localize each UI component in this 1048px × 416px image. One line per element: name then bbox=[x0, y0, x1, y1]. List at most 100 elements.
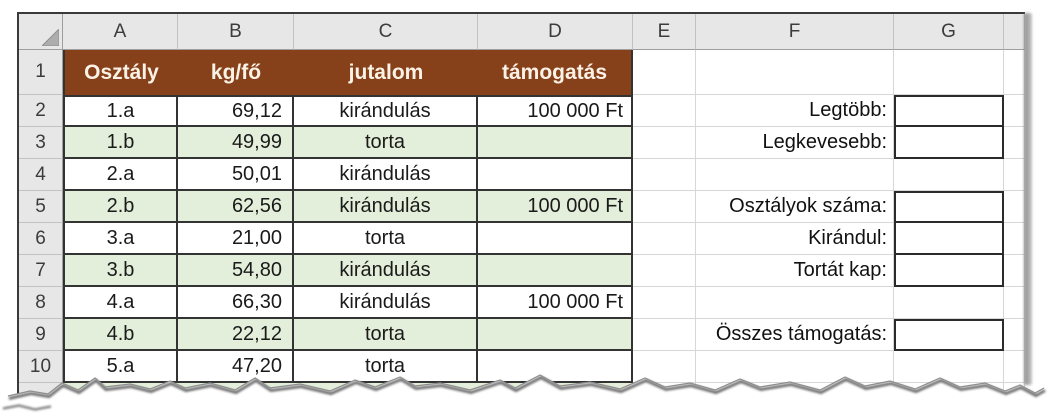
cell-E7[interactable] bbox=[633, 255, 696, 287]
cell-F10[interactable] bbox=[696, 351, 894, 383]
cell-B8[interactable]: 66,30 bbox=[178, 287, 294, 319]
cell-G8[interactable] bbox=[894, 287, 1004, 319]
cell-H5[interactable] bbox=[1004, 191, 1025, 223]
col-header-D[interactable]: D bbox=[478, 14, 633, 50]
row-header-2[interactable]: 2 bbox=[19, 95, 63, 127]
select-all-corner[interactable] bbox=[19, 14, 63, 50]
summary-label-osszes-tamogatas[interactable]: Összes támogatás: bbox=[696, 319, 894, 351]
cell-B2[interactable]: 69,12 bbox=[178, 95, 294, 127]
row-header-10[interactable]: 10 bbox=[19, 351, 63, 383]
cell-D6[interactable] bbox=[478, 223, 633, 255]
row-header-1[interactable]: 1 bbox=[19, 50, 63, 95]
cell-C8[interactable]: kirándulás bbox=[294, 287, 478, 319]
cell-H9[interactable] bbox=[1004, 319, 1025, 351]
cell-C9[interactable]: torta bbox=[294, 319, 478, 351]
row-header-5[interactable]: 5 bbox=[19, 191, 63, 223]
cell-E6[interactable] bbox=[633, 223, 696, 255]
cell-C5[interactable]: kirándulás bbox=[294, 191, 478, 223]
col-header-F[interactable]: F bbox=[696, 14, 894, 50]
cell-H3[interactable] bbox=[1004, 127, 1025, 159]
cell-A1[interactable]: Osztály bbox=[63, 50, 178, 95]
cell-A3[interactable]: 1.b bbox=[63, 127, 178, 159]
cell-A8[interactable]: 4.a bbox=[63, 287, 178, 319]
cell-C3[interactable]: torta bbox=[294, 127, 478, 159]
col-header-A[interactable]: A bbox=[63, 14, 178, 50]
summary-label-legkevesebb[interactable]: Legkevesebb: bbox=[696, 127, 894, 159]
summary-label-kirandul[interactable]: Kirándul: bbox=[696, 223, 894, 255]
cell-B1[interactable]: kg/fő bbox=[178, 50, 294, 95]
cell-H8[interactable] bbox=[1004, 287, 1025, 319]
cell-B4[interactable]: 50,01 bbox=[178, 159, 294, 191]
cell-G4[interactable] bbox=[894, 159, 1004, 191]
cell-B6[interactable]: 21,00 bbox=[178, 223, 294, 255]
cell-B9[interactable]: 22,12 bbox=[178, 319, 294, 351]
cell-F8[interactable] bbox=[696, 287, 894, 319]
summary-label-tortat-kap[interactable]: Tortát kap: bbox=[696, 255, 894, 287]
col-header-E[interactable]: E bbox=[633, 14, 696, 50]
cell-E10[interactable] bbox=[633, 351, 696, 383]
row-header-7[interactable]: 7 bbox=[19, 255, 63, 287]
row-header-3[interactable]: 3 bbox=[19, 127, 63, 159]
summary-input-g9[interactable] bbox=[894, 319, 1004, 351]
summary-input-g2[interactable] bbox=[894, 95, 1004, 127]
cell-B3[interactable]: 49,99 bbox=[178, 127, 294, 159]
cell-A7[interactable]: 3.b bbox=[63, 255, 178, 287]
cell-D4[interactable] bbox=[478, 159, 633, 191]
cell-C4[interactable]: kirándulás bbox=[294, 159, 478, 191]
cell-D2[interactable]: 100 000 Ft bbox=[478, 95, 633, 127]
cell-D7[interactable] bbox=[478, 255, 633, 287]
cell-C7[interactable]: kirándulás bbox=[294, 255, 478, 287]
cell-E8[interactable] bbox=[633, 287, 696, 319]
cell-C1[interactable]: jutalom bbox=[294, 50, 478, 95]
row-header-9[interactable]: 9 bbox=[19, 319, 63, 351]
row-header-8[interactable]: 8 bbox=[19, 287, 63, 319]
cell-C2[interactable]: kirándulás bbox=[294, 95, 478, 127]
cell-E9[interactable] bbox=[633, 319, 696, 351]
cell-H1[interactable] bbox=[1004, 50, 1025, 95]
summary-input-g6[interactable] bbox=[894, 223, 1004, 255]
col-header-C[interactable]: C bbox=[294, 14, 478, 50]
screenshot-right-edge-shadow bbox=[1024, 13, 1032, 385]
cell-D9[interactable] bbox=[478, 319, 633, 351]
cell-A9[interactable]: 4.b bbox=[63, 319, 178, 351]
summary-input-g5[interactable] bbox=[894, 191, 1004, 223]
summary-input-g7[interactable] bbox=[894, 255, 1004, 287]
cell-D3[interactable] bbox=[478, 127, 633, 159]
summary-input-g3[interactable] bbox=[894, 127, 1004, 159]
col-header-H-sliver[interactable] bbox=[1004, 14, 1025, 50]
cell-C6[interactable]: torta bbox=[294, 223, 478, 255]
cell-H10[interactable] bbox=[1004, 351, 1025, 383]
cell-E1[interactable] bbox=[633, 50, 696, 95]
col-header-G[interactable]: G bbox=[894, 14, 1004, 50]
cell-E2[interactable] bbox=[633, 95, 696, 127]
cell-D8[interactable]: 100 000 Ft bbox=[478, 287, 633, 319]
cell-A5[interactable]: 2.b bbox=[63, 191, 178, 223]
summary-label-osztalyok-szama[interactable]: Osztályok száma: bbox=[696, 191, 894, 223]
col-header-B[interactable]: B bbox=[178, 14, 294, 50]
cell-D5[interactable]: 100 000 Ft bbox=[478, 191, 633, 223]
cell-E5[interactable] bbox=[633, 191, 696, 223]
cell-C10[interactable]: torta bbox=[294, 351, 478, 383]
cell-G1[interactable] bbox=[894, 50, 1004, 95]
cell-G10[interactable] bbox=[894, 351, 1004, 383]
summary-label-legtobb[interactable]: Legtöbb: bbox=[696, 95, 894, 127]
cell-D1[interactable]: támogatás bbox=[478, 50, 633, 95]
cell-A2[interactable]: 1.a bbox=[63, 95, 178, 127]
cell-E4[interactable] bbox=[633, 159, 696, 191]
row-header-6[interactable]: 6 bbox=[19, 223, 63, 255]
cell-A10[interactable]: 5.a bbox=[63, 351, 178, 383]
cell-F4[interactable] bbox=[696, 159, 894, 191]
cell-B5[interactable]: 62,56 bbox=[178, 191, 294, 223]
cell-H4[interactable] bbox=[1004, 159, 1025, 191]
cell-H6[interactable] bbox=[1004, 223, 1025, 255]
cell-B7[interactable]: 54,80 bbox=[178, 255, 294, 287]
cell-A6[interactable]: 3.a bbox=[63, 223, 178, 255]
cell-F1[interactable] bbox=[696, 50, 894, 95]
cell-H7[interactable] bbox=[1004, 255, 1025, 287]
cell-A4[interactable]: 2.a bbox=[63, 159, 178, 191]
row-header-4[interactable]: 4 bbox=[19, 159, 63, 191]
cell-H2[interactable] bbox=[1004, 95, 1025, 127]
cell-D10[interactable] bbox=[478, 351, 633, 383]
cell-E3[interactable] bbox=[633, 127, 696, 159]
cell-B10[interactable]: 47,20 bbox=[178, 351, 294, 383]
